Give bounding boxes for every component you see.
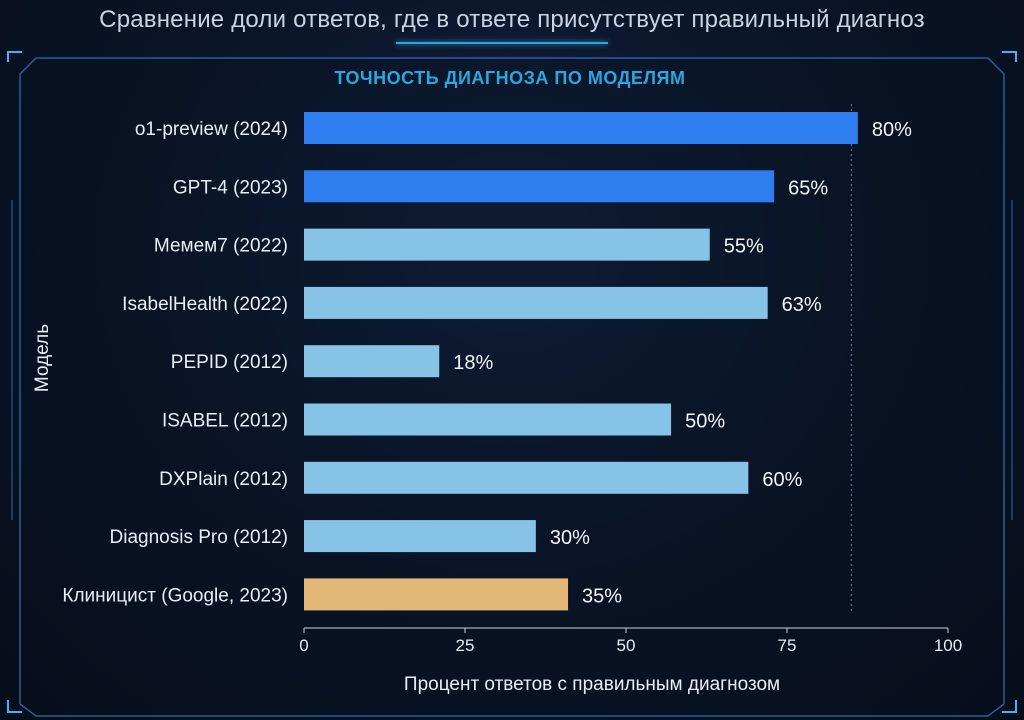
chart-title: ТОЧНОСТЬ ДИАГНОЗА ПО МОДЕЛЯМ	[334, 68, 685, 88]
bar	[304, 520, 536, 553]
category-label: GPT-4 (2023)	[173, 177, 288, 198]
category-label: IsabelHealth (2022)	[122, 294, 288, 315]
bar	[304, 228, 710, 261]
x-tick-label: 100	[934, 636, 962, 655]
x-tick-label: 25	[456, 636, 475, 655]
data-label: 35%	[582, 585, 622, 607]
data-label: 30%	[550, 527, 590, 549]
x-tick-label: 75	[778, 636, 797, 655]
x-axis-label: Процент ответов с правильным диагнозом	[404, 674, 780, 695]
category-label: Мемем7 (2022)	[154, 236, 288, 257]
bar	[304, 112, 858, 144]
data-label: 60%	[762, 469, 802, 491]
data-label: 18%	[453, 352, 493, 374]
data-label: 50%	[685, 411, 725, 433]
title-underline	[396, 42, 608, 44]
category-label: DXPlain (2012)	[159, 469, 288, 490]
page-title: Сравнение доли ответов, где в ответе при…	[99, 6, 925, 33]
x-tick-label: 0	[299, 636, 308, 655]
x-tick-label: 50	[617, 636, 636, 655]
bar	[304, 578, 569, 611]
category-label: Diagnosis Pro (2012)	[110, 527, 288, 548]
data-label: 55%	[724, 236, 764, 258]
bars-group: o1-preview (2024) 80% GPT-4 (2023) 65% Мемем…	[62, 112, 962, 655]
bar	[304, 170, 775, 203]
data-label: 63%	[782, 294, 822, 316]
category-label: PEPID (2012)	[171, 352, 288, 373]
bar	[304, 403, 672, 436]
data-label: 80%	[872, 119, 912, 141]
bar	[304, 286, 768, 319]
category-label: o1-preview (2024)	[135, 119, 288, 140]
data-label: 65%	[788, 177, 828, 199]
category-label: ISABEL (2012)	[162, 411, 288, 432]
bar	[304, 461, 749, 494]
y-axis-label: Модель	[32, 324, 53, 392]
category-label: Клиницист (Google, 2023)	[62, 585, 288, 606]
bar	[304, 345, 440, 378]
